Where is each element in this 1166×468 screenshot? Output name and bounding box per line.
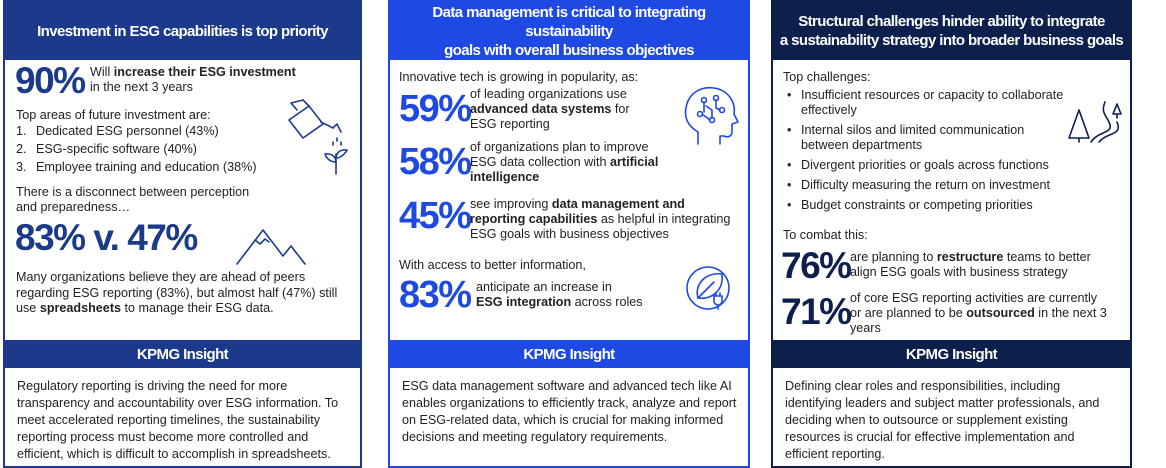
leaf-plug-icon (684, 264, 734, 312)
panel-header: Investment in ESG capabilities is top pr… (5, 2, 360, 60)
watering-can-icon (281, 98, 359, 176)
panel-title-line-2: a sustainability strategy into broader b… (779, 32, 1124, 49)
stat-90-text: Will increase their ESG investment in th… (90, 65, 296, 94)
stat-71-value: 71% (781, 291, 852, 332)
challenges-list: • Insufficient resources or capacity to c… (783, 88, 1083, 218)
insight-header: KPMG Insight (390, 340, 748, 368)
challenges-intro: Top challenges: (783, 70, 871, 84)
insight-text: Defining clear roles and responsibilitie… (785, 379, 1100, 461)
list-item: 1. Dedicated ESG personnel (43%) (16, 124, 219, 138)
access-intro: With access to better information, (399, 258, 586, 272)
panel-structural-challenges: Structural challenges hinder ability to … (771, 0, 1132, 468)
list-item: 3. Employee training and education (38%) (16, 160, 257, 174)
panel-esg-investment: Investment in ESG capabilities is top pr… (3, 0, 362, 468)
stat-45-text: see improving data management and report… (470, 197, 731, 241)
winding-road-icon (1065, 100, 1125, 144)
insight-header: KPMG Insight (5, 340, 360, 368)
insight-text: Regulatory reporting is driving the need… (17, 379, 339, 461)
stat-59-text: of leading organizations use advanced da… (470, 87, 630, 131)
panel-header: Data management is critical to integrati… (390, 2, 748, 60)
stat-83-v-47: 83% v. 47% (15, 217, 198, 258)
stat-45-value: 45% (399, 195, 472, 237)
combat-intro: To combat this: (783, 228, 868, 242)
stat-83-value: 83% (399, 274, 472, 316)
panel-title-line-1: Data management is critical to integrati… (432, 3, 706, 40)
stat-71-text: of core ESG reporting activities are cur… (850, 291, 1107, 335)
list-item: • Budget constraints or competing priorit… (787, 198, 1033, 212)
summary-text: Many organizations believe they are ahea… (16, 270, 338, 315)
panel-data-management: Data management is critical to integrati… (388, 0, 750, 468)
stat-83-text: anticipate an increase in ESG integratio… (476, 280, 643, 309)
areas-intro: Top areas of future investment are: (16, 108, 211, 122)
insight-text: ESG data management software and advance… (402, 379, 737, 444)
ai-head-icon (680, 84, 740, 146)
investment-areas-list: 1. Dedicated ESG personnel (43%) 2. ESG-sp… (16, 124, 257, 175)
stat-58-text: of organizations plan to improve ESG dat… (470, 140, 659, 184)
list-item: • Difficulty measuring the return on inve… (787, 178, 1050, 192)
stat-90-value: 90% (15, 60, 86, 101)
panel-header: Structural challenges hinder ability to … (773, 2, 1130, 60)
stat-58-value: 58% (399, 141, 472, 183)
insight-header: KPMG Insight (773, 340, 1130, 368)
stat-76-text: are planning to restructure teams to bet… (850, 250, 1091, 279)
list-item: • Internal silos and limited communicatio… (787, 123, 1025, 152)
list-item: 2. ESG-specific software (40%) (16, 142, 197, 156)
list-item: • Insufficient resources or capacity to c… (787, 88, 1064, 117)
list-item: • Divergent priorities or goals across fu… (787, 158, 1049, 172)
panel-title: Investment in ESG capabilities is top pr… (37, 22, 328, 40)
stat-59-value: 59% (399, 88, 472, 130)
mountains-icon (235, 226, 307, 266)
stat-76-value: 76% (781, 245, 852, 286)
panel-title-line-1: Structural challenges hinder ability to … (798, 13, 1105, 30)
panel-title-line-2: goals with overall business objectives (444, 41, 694, 59)
intro-text: Innovative tech is growing in popularity… (399, 70, 639, 84)
disconnect-text: There is a disconnect between perception… (16, 185, 250, 214)
